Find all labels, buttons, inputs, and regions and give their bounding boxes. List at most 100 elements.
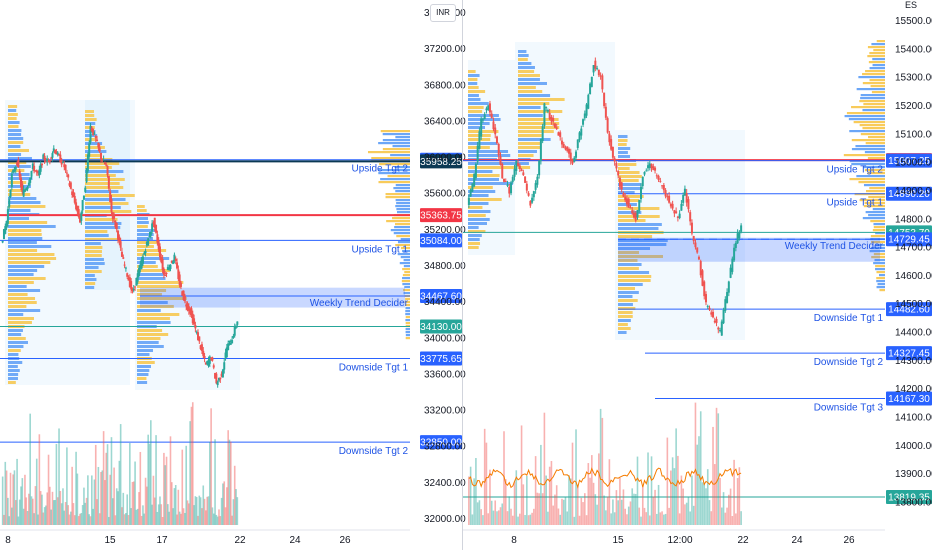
volume-bar xyxy=(21,478,24,525)
volume-profile-bar xyxy=(468,234,482,237)
volume-bar xyxy=(696,444,699,525)
candle-body xyxy=(641,176,644,187)
volume-bar xyxy=(666,437,669,525)
volume-bar xyxy=(151,504,153,525)
volume-bar xyxy=(41,494,43,525)
level-label: Downside Tgt 3 xyxy=(814,402,884,413)
session-profile-bar xyxy=(867,172,885,175)
volume-bar xyxy=(66,447,68,525)
currency-badge[interactable]: INR xyxy=(430,4,456,22)
volume-profile-bar xyxy=(8,117,17,120)
price-tag-bg xyxy=(420,289,462,304)
candle-body xyxy=(217,377,220,381)
volume-bar xyxy=(42,512,45,525)
volume-bar xyxy=(119,424,122,525)
candle-body xyxy=(194,325,197,329)
session-profile-bar xyxy=(404,286,410,289)
candle-body xyxy=(220,373,223,377)
candle-body xyxy=(176,262,179,269)
session-profile-bar xyxy=(380,178,410,181)
candle-body xyxy=(111,212,114,220)
volume-profile-bar xyxy=(137,221,149,224)
session-profile-bar xyxy=(399,262,410,265)
volume-profile-bar xyxy=(518,54,529,57)
session-profile-bar xyxy=(862,73,885,76)
volume-bar xyxy=(193,505,195,525)
time-axis-tick: 22 xyxy=(737,535,749,546)
candle-body xyxy=(659,180,662,182)
candle-body xyxy=(8,199,11,207)
price-axis-tick: 14100.00 xyxy=(895,413,932,424)
candle-body xyxy=(144,251,147,253)
volume-bar xyxy=(629,501,632,525)
volume-bar xyxy=(52,500,55,525)
session-profile-bar xyxy=(867,46,885,49)
price-axis-tick: 14300.00 xyxy=(895,356,932,367)
volume-bar xyxy=(132,481,135,525)
volume-profile-bar xyxy=(137,373,149,376)
candle-body xyxy=(43,155,46,161)
session-profile-bar xyxy=(386,220,410,223)
volume-profile-bar xyxy=(468,174,500,177)
volume-profile-bar xyxy=(518,126,560,129)
volume-bar xyxy=(708,500,711,525)
candle-body xyxy=(156,234,159,243)
volume-bar xyxy=(22,508,25,525)
volume-profile-bar xyxy=(618,143,627,146)
settings-icon[interactable]: ES xyxy=(905,0,918,10)
volume-profile-bar xyxy=(137,245,154,248)
volume-bar xyxy=(543,412,546,525)
candle-body xyxy=(733,247,736,261)
volume-profile-bar xyxy=(518,162,529,165)
volume-profile-bar xyxy=(85,282,96,285)
volume-bar xyxy=(85,497,88,525)
session-profile-bar xyxy=(393,232,410,235)
candle-body xyxy=(179,282,182,287)
volume-profile-bar xyxy=(8,237,43,240)
session-profile-bar xyxy=(859,124,885,127)
session-profile-bar xyxy=(846,112,885,115)
volume-profile-bar xyxy=(468,182,514,185)
session-profile-bar xyxy=(865,70,885,73)
volume-profile-bar xyxy=(137,253,160,256)
volume-profile-bar xyxy=(8,153,22,156)
session-profile-bar xyxy=(405,334,410,337)
volume-profile-bar xyxy=(8,189,27,192)
price-axis-tick: 14800.00 xyxy=(895,214,932,225)
volume-bar xyxy=(641,486,644,525)
candle-body xyxy=(680,203,683,211)
price-axis-tick: 14600.00 xyxy=(895,271,932,282)
candle-body xyxy=(60,160,63,165)
volume-bar xyxy=(235,489,237,525)
volume-profile-bar xyxy=(518,66,535,69)
candle-body xyxy=(517,163,520,166)
volume-bar xyxy=(180,513,182,525)
candle-body xyxy=(202,350,205,356)
volume-profile-bar xyxy=(137,329,163,332)
volume-profile-bar xyxy=(8,229,42,232)
price-tag-bg xyxy=(420,435,462,450)
volume-bar xyxy=(161,516,164,525)
volume-bar xyxy=(14,500,17,525)
session-profile-bar xyxy=(402,268,410,271)
price-tag: 35084.00 xyxy=(420,236,462,247)
volume-profile-bar xyxy=(618,307,636,310)
volume-bar xyxy=(587,463,590,525)
volume-bar xyxy=(548,466,551,525)
session-profile-bar xyxy=(405,322,410,325)
candle-body xyxy=(683,188,686,196)
candle-body xyxy=(140,259,143,269)
candle-body xyxy=(229,342,232,345)
level-label: Weekly Trend Decider xyxy=(785,241,884,252)
volume-bar xyxy=(59,490,62,525)
session-profile-bar xyxy=(868,196,885,199)
candle-body xyxy=(506,184,509,186)
volume-bar xyxy=(160,504,163,525)
volume-profile-bar xyxy=(618,195,644,198)
volume-bar xyxy=(38,434,41,525)
volume-bar xyxy=(199,497,202,525)
volume-bar xyxy=(71,466,73,525)
volume-bar xyxy=(94,444,97,525)
candle-body xyxy=(29,177,32,183)
